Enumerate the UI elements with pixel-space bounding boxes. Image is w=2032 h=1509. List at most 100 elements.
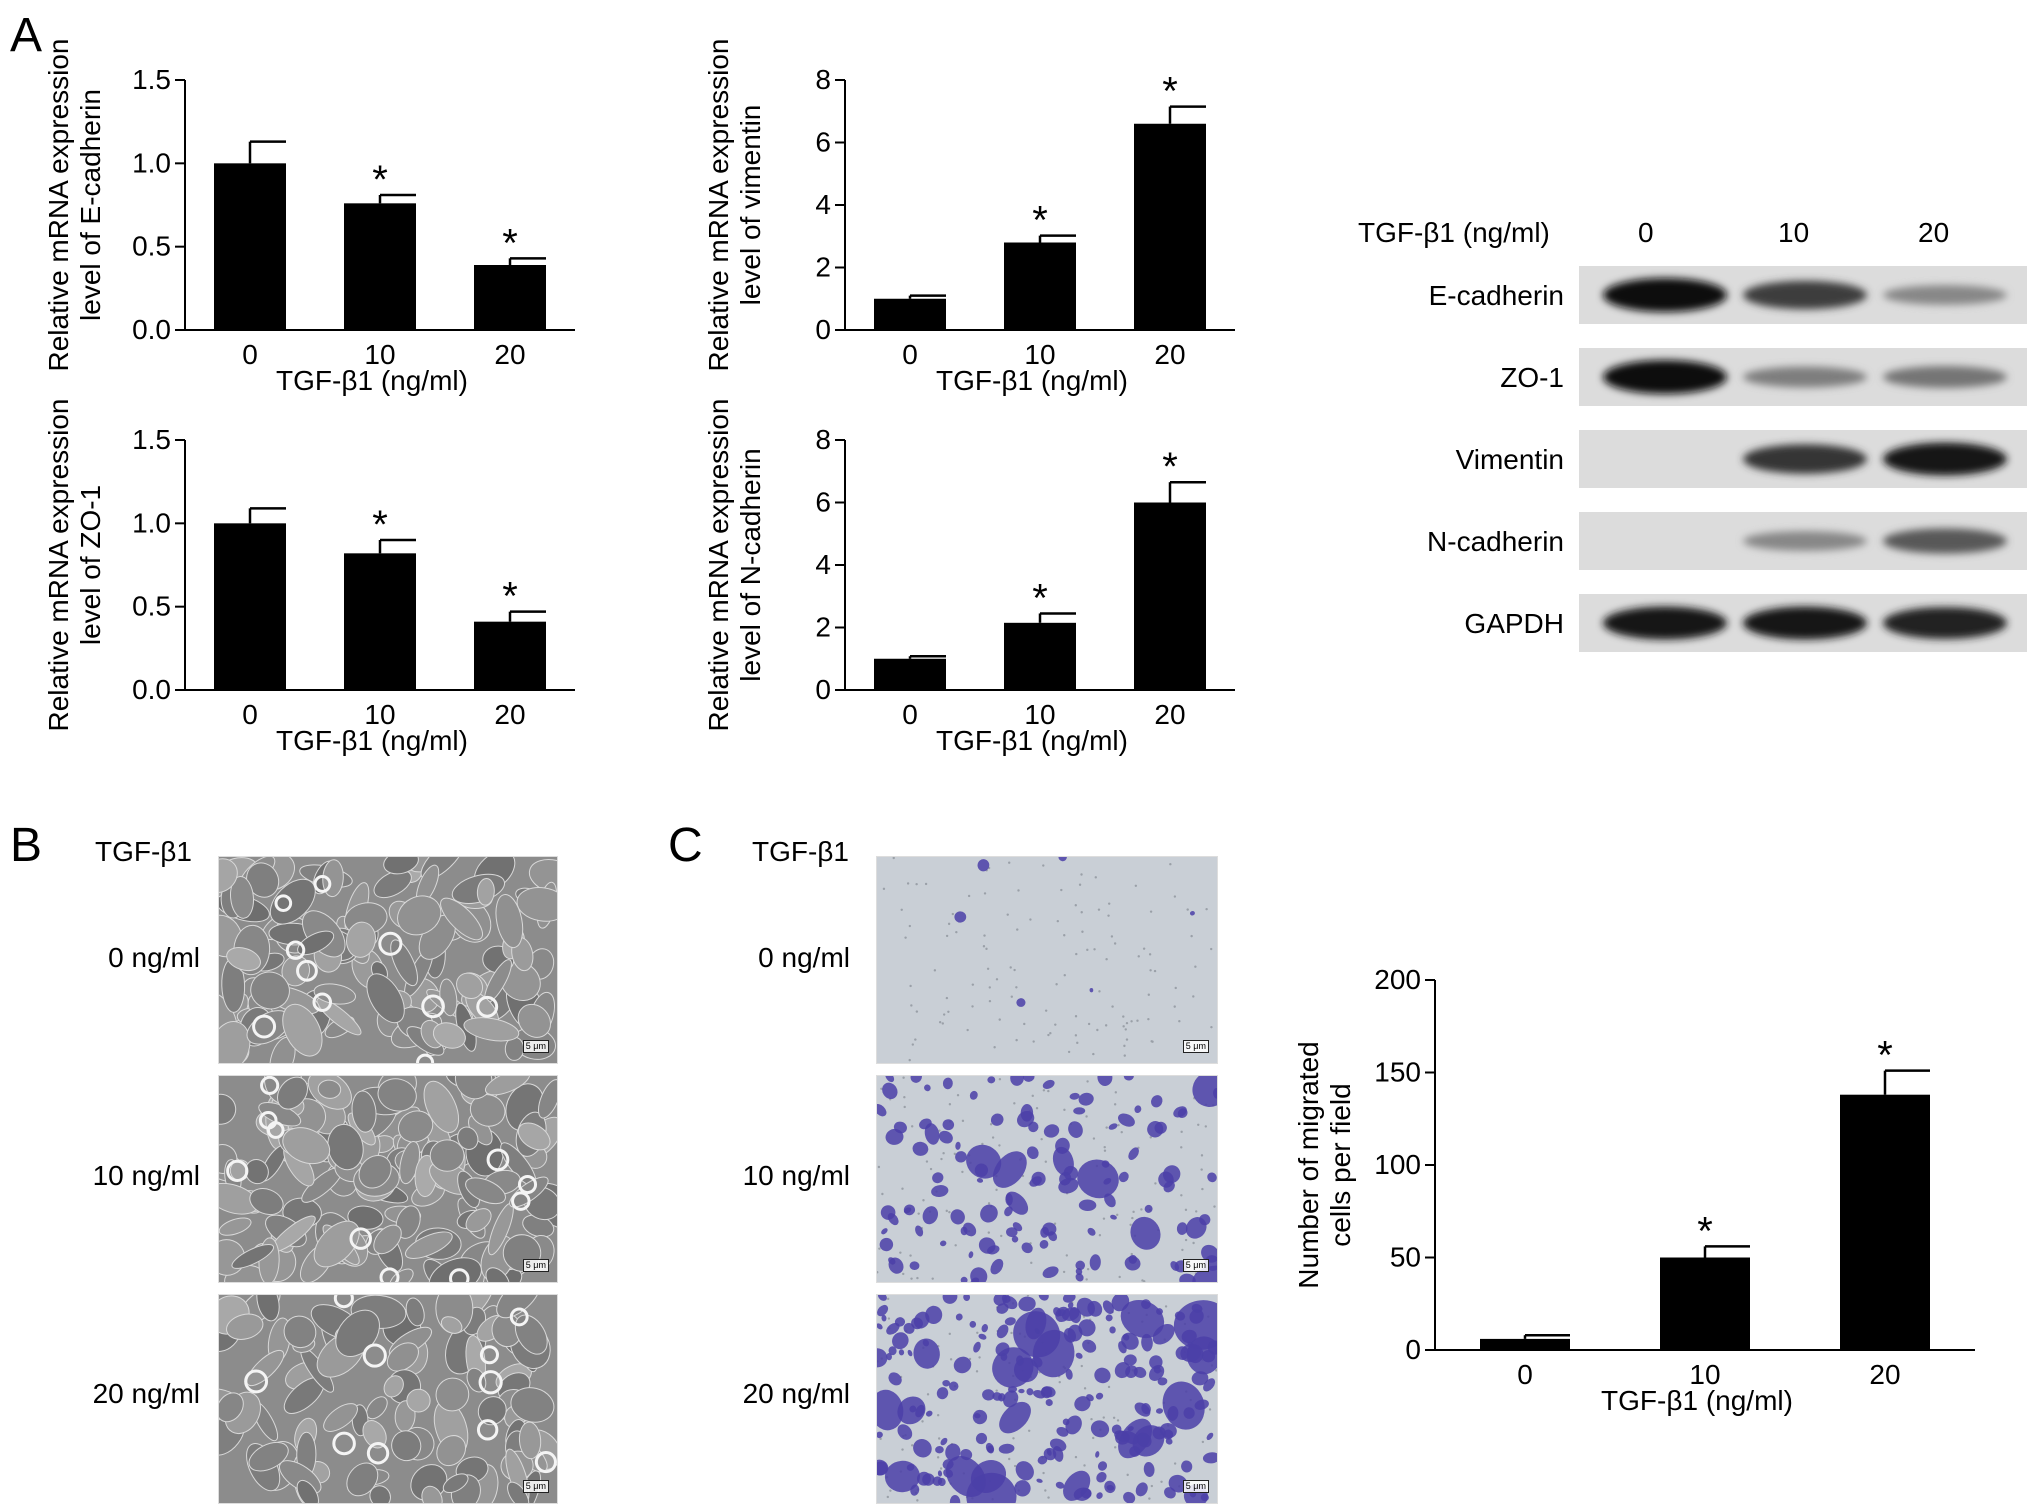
blot-band <box>1743 366 1867 388</box>
migrated-cell <box>1062 1295 1076 1303</box>
rounded-cell <box>478 1370 503 1395</box>
x-tick-label: 0 <box>902 339 918 370</box>
migrated-cell <box>1118 1171 1129 1183</box>
migrated-cell <box>1144 1204 1153 1213</box>
pore <box>1120 1130 1123 1134</box>
cell <box>317 1079 342 1099</box>
pore <box>925 1160 929 1163</box>
migrated-cell <box>949 1494 961 1503</box>
cell <box>351 1090 377 1133</box>
transwell-image: 5 μm <box>876 856 1218 1064</box>
migrated-cell <box>1089 1254 1101 1271</box>
pore <box>903 1096 906 1099</box>
migrated-cell <box>1104 1480 1116 1494</box>
pore <box>1010 1331 1013 1335</box>
rounded-cell <box>349 1227 372 1250</box>
pore <box>1080 873 1083 876</box>
cell <box>231 1244 275 1269</box>
y-axis-label: Number of migrated <box>1293 1041 1324 1288</box>
migrated-cell <box>1007 1386 1018 1393</box>
migrated-cell <box>942 1379 951 1387</box>
bar <box>344 553 416 690</box>
pore <box>961 1170 964 1174</box>
y-tick-label: 4 <box>815 189 831 220</box>
micrograph <box>219 1076 557 1282</box>
pore <box>1169 863 1172 866</box>
pore <box>998 1018 1001 1021</box>
pore <box>995 1188 998 1192</box>
cell <box>404 1231 453 1259</box>
x-axis-label: TGF-β1 (ng/ml) <box>276 725 468 756</box>
pore <box>1148 953 1152 956</box>
migrated-cell <box>981 1324 988 1333</box>
pore <box>1013 1102 1016 1105</box>
pore <box>903 1105 906 1109</box>
migrated-cell <box>892 1332 909 1350</box>
pore <box>1053 1222 1057 1225</box>
pore <box>909 984 912 988</box>
x-tick-label: 0 <box>242 339 258 370</box>
pore <box>1122 1025 1125 1028</box>
x-tick-label: 20 <box>1154 699 1185 730</box>
migrated-cell <box>1143 1461 1155 1477</box>
migrated-cell <box>882 1082 898 1100</box>
blot-row-label: N-cadherin <box>1427 526 1564 557</box>
pore <box>924 882 928 886</box>
migrated-cell <box>1075 1352 1083 1359</box>
significance-marker: * <box>502 575 518 619</box>
pore <box>1044 1489 1047 1492</box>
y-axis-label: Relative mRNA expression <box>43 398 74 731</box>
cell <box>516 887 557 922</box>
blot-band <box>1743 444 1867 474</box>
pore <box>1098 1233 1102 1237</box>
migrated-cell <box>953 1356 972 1374</box>
pore <box>942 1013 946 1016</box>
micrograph <box>877 1295 1217 1503</box>
migrated-cell <box>1189 910 1195 916</box>
blot-row-label: ZO-1 <box>1500 362 1564 393</box>
migrated-cell <box>888 1372 902 1386</box>
migrated-cell <box>940 1437 948 1446</box>
pore <box>1080 911 1083 914</box>
pore <box>877 1271 879 1274</box>
pore <box>1042 864 1045 867</box>
migrated-cell <box>948 1381 959 1391</box>
blot-band <box>1883 366 2007 388</box>
blot-strip <box>1579 266 2027 324</box>
bar <box>1004 242 1076 330</box>
migrated-cell <box>877 1348 888 1368</box>
bar <box>214 163 286 330</box>
cell <box>537 1079 557 1119</box>
panel-c-row-label: 20 ng/ml <box>742 1378 850 1409</box>
y-axis-label: Relative mRNA expression <box>703 398 734 731</box>
y-tick-label: 0.5 <box>132 231 171 262</box>
blot-row-label: Vimentin <box>1455 444 1564 475</box>
scale-bar: 5 μm <box>522 1040 549 1053</box>
migrated-cell <box>922 1206 939 1225</box>
bar <box>1840 1094 1930 1350</box>
blot-strip <box>1579 594 2027 652</box>
migrated-cell <box>1147 1121 1164 1138</box>
pore <box>1063 973 1066 977</box>
pore <box>1114 1091 1118 1094</box>
migrated-cell <box>913 1338 940 1369</box>
bar <box>1134 502 1206 690</box>
migrated-cell <box>1053 1307 1062 1317</box>
migrated-cell <box>963 1295 971 1301</box>
pore <box>998 1078 1002 1081</box>
cell <box>246 1349 285 1387</box>
pore <box>1092 1436 1095 1440</box>
y-tick-label: 8 <box>815 424 831 455</box>
migrated-cell <box>1058 857 1067 862</box>
migrated-cell <box>1173 1106 1187 1118</box>
pore <box>1076 1041 1079 1045</box>
pore <box>881 1192 884 1196</box>
pore <box>1205 907 1208 911</box>
pore <box>1056 919 1060 923</box>
pore <box>947 1010 950 1014</box>
rounded-cell <box>511 1191 531 1211</box>
cell <box>282 1127 331 1165</box>
rounded-cell <box>332 1431 356 1456</box>
migrated-cell <box>913 1311 930 1329</box>
rounded-cell <box>476 995 499 1018</box>
